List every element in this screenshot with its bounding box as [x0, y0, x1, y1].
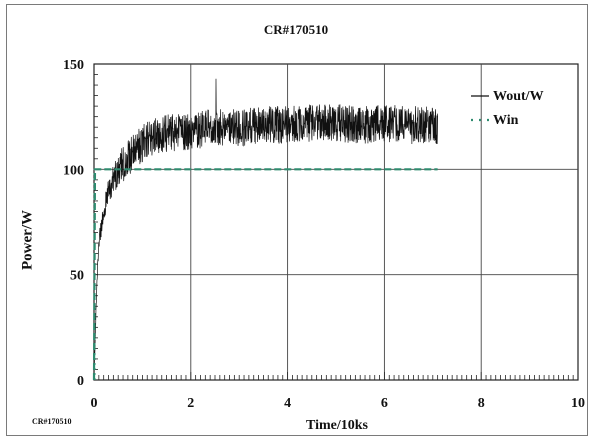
y-tick-label: 150 [63, 58, 84, 73]
chart-title: CR#170510 [263, 22, 329, 37]
x-tick-label: 6 [381, 396, 388, 411]
x-tick-label: 4 [284, 396, 291, 411]
series-wout-line [93, 78, 438, 381]
y-tick-label: 100 [63, 163, 84, 178]
x-tick-label: 0 [91, 396, 98, 411]
footer-label: CR#170510 [32, 417, 72, 426]
legend-label-win: Win [493, 113, 519, 128]
x-tick-label: 10 [571, 396, 585, 411]
legend-label-wout: Wout/W [493, 89, 544, 104]
x-tick-label: 2 [187, 396, 194, 411]
x-axis-label: Time/10ks [306, 418, 368, 433]
x-tick-label: 8 [478, 396, 485, 411]
y-tick-label: 50 [70, 269, 84, 284]
y-tick-label: 0 [77, 374, 84, 389]
